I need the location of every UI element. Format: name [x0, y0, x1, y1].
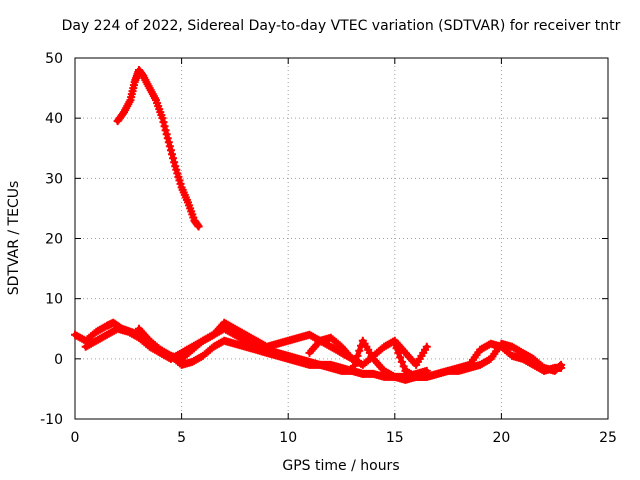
data-layer [71, 66, 566, 384]
data-point [163, 134, 172, 143]
y-tick-label: 10 [45, 292, 63, 308]
data-point [397, 357, 406, 366]
y-tick-label: 0 [54, 352, 63, 368]
x-tick-label: 25 [599, 430, 617, 446]
data-point [353, 351, 362, 360]
y-tick-label: 30 [45, 171, 63, 187]
x-tick-label: 20 [492, 430, 510, 446]
data-point [422, 342, 431, 351]
x-tick-label: 5 [177, 430, 186, 446]
data-point [164, 138, 173, 147]
data-point [194, 222, 203, 231]
data-point [351, 356, 360, 365]
data-point [168, 150, 177, 159]
data-point [348, 366, 357, 375]
data-point [392, 344, 401, 353]
x-axis-label: GPS time / hours [282, 458, 399, 474]
data-point [161, 126, 170, 135]
y-axis-label: SDTVAR / TECUs [6, 181, 22, 296]
data-series [390, 339, 566, 381]
data-point [556, 361, 565, 370]
data-point [349, 361, 358, 370]
data-point [394, 348, 403, 357]
data-point [160, 122, 169, 131]
data-point [399, 362, 408, 371]
y-tick-label: 40 [45, 111, 63, 127]
data-point [390, 339, 399, 348]
data-point [166, 146, 175, 155]
data-point [169, 154, 178, 163]
chart-title: Day 224 of 2022, Sidereal Day-to-day VTE… [62, 18, 621, 34]
y-tick-label: 20 [45, 232, 63, 248]
x-tick-label: 10 [279, 430, 297, 446]
data-point [355, 346, 364, 355]
x-tick-label: 15 [386, 430, 404, 446]
x-tick-label: 0 [71, 430, 80, 446]
y-tick-label: -10 [40, 412, 63, 428]
axis-ticks: 0 5 10 15 20 25 -10 0 10 20 30 40 50 [40, 51, 617, 446]
y-tick-label: 50 [45, 51, 63, 67]
data-point [557, 360, 566, 369]
data-point [165, 142, 174, 151]
data-point [159, 118, 168, 127]
data-point [162, 130, 171, 139]
data-point [396, 353, 405, 362]
data-point [158, 114, 167, 123]
data-series [113, 66, 203, 231]
data-point [170, 158, 179, 167]
